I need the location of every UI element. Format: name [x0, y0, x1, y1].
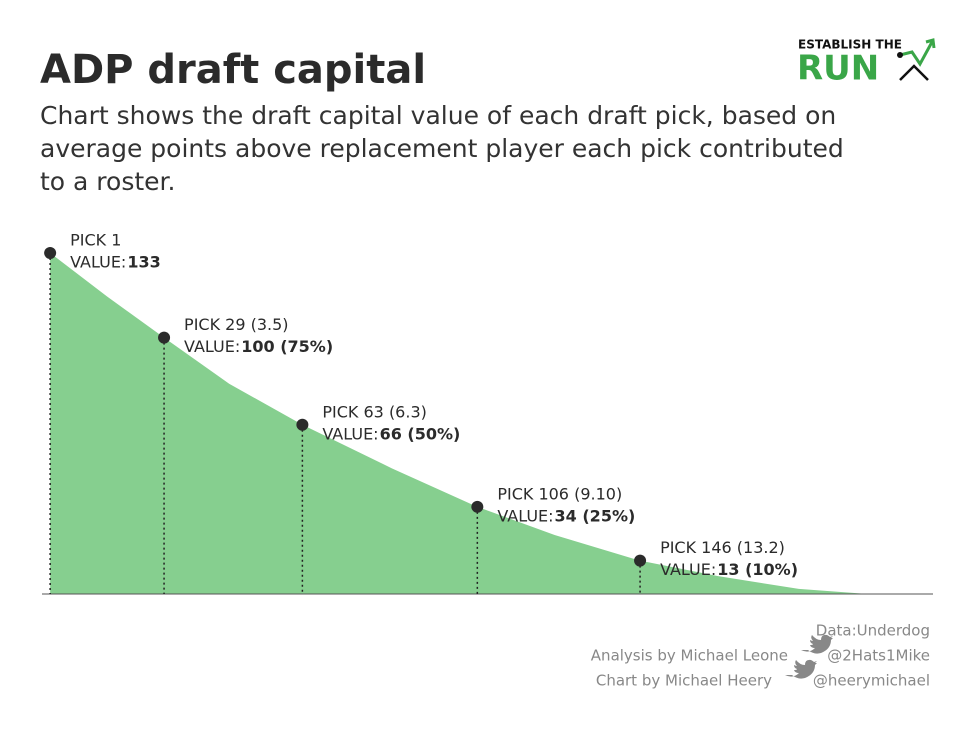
logo-arrow [899, 41, 934, 67]
value-prefix: VALUE: [70, 252, 126, 271]
twitter-icon [785, 659, 817, 679]
point [158, 331, 171, 344]
credit-analysis: Analysis by Michael Leone [591, 647, 788, 665]
credit-data: Data:Underdog [816, 622, 930, 640]
point-label: PICK 1 [70, 230, 121, 249]
logo-arrow [899, 64, 929, 81]
point [471, 500, 484, 513]
area [50, 252, 868, 594]
logo-dot [897, 52, 903, 58]
point-label: PICK 106 (9.10) [497, 484, 622, 503]
credit-chart: Chart by Michael Heery [596, 672, 772, 690]
credit-handle: @heerymichael [813, 672, 930, 690]
subtitle: Chart shows the draft capital value of e… [40, 101, 836, 130]
subtitle: average points above replacement player … [40, 134, 844, 163]
point [296, 418, 309, 431]
logo-arrow [925, 38, 936, 49]
value-label: 66 (50%) [380, 424, 461, 443]
logo: ESTABLISH THE RUN [797, 38, 936, 89]
value-prefix: VALUE: [497, 506, 553, 525]
point-label: PICK 63 (6.3) [322, 402, 427, 421]
value-label: 100 (75%) [241, 337, 333, 356]
logo-top: ESTABLISH THE [798, 38, 902, 52]
value-label: 34 (25%) [555, 506, 636, 525]
chart-title: ADP draft capital [40, 47, 426, 93]
subtitle: to a roster. [40, 167, 175, 196]
value-label: 133 [127, 252, 160, 271]
point-label: PICK 146 (13.2) [660, 538, 785, 557]
credit-handle: @2Hats1Mike [827, 647, 930, 665]
value-prefix: VALUE: [660, 560, 716, 579]
logo-main: RUN [797, 49, 879, 89]
value-prefix: VALUE: [322, 424, 378, 443]
point-label: PICK 29 (3.5) [184, 315, 289, 334]
point [44, 246, 57, 259]
twitter-icon [801, 634, 833, 654]
value-label: 13 (10%) [717, 560, 798, 579]
value-prefix: VALUE: [184, 337, 240, 356]
point [634, 554, 647, 567]
